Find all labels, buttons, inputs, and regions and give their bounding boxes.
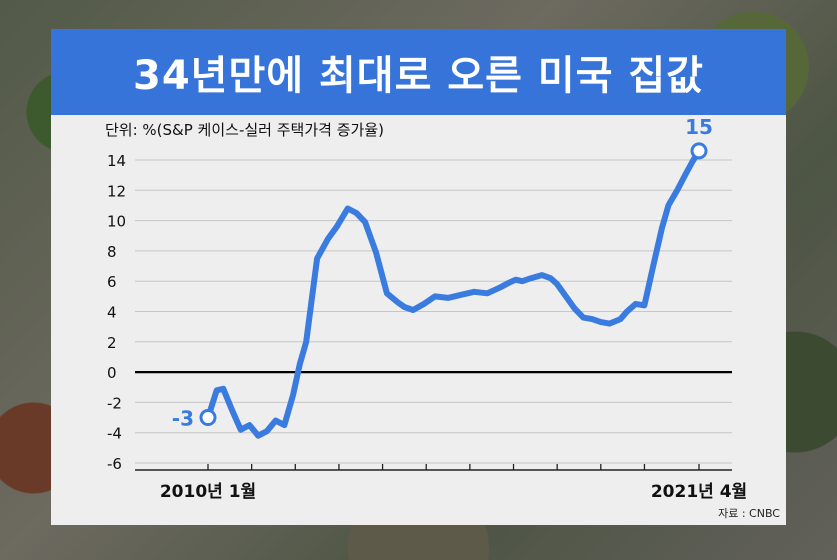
y-tick-label: 10: [107, 213, 126, 231]
x-tick-label: 2010년 1월: [160, 482, 256, 502]
chart-panel: 34년만에 최대로 오른 미국 집값 단위: %(S&P 케이스-실러 주택가격…: [51, 29, 786, 525]
source-label: 자료 : CNBC: [718, 507, 780, 520]
endpoint-marker: [690, 142, 708, 160]
y-tick-label: 2: [107, 334, 117, 352]
y-tick-label: -6: [107, 455, 122, 473]
endpoint-marker: [199, 409, 217, 427]
y-tick-label: 14: [107, 152, 126, 170]
y-tick-label: 0: [107, 364, 117, 382]
y-tick-label: 12: [107, 182, 126, 200]
y-tick-label: 4: [107, 304, 117, 322]
y-tick-label: 8: [107, 243, 117, 261]
unit-label: 단위: %(S&P 케이스-실러 주택가격 증가율): [105, 121, 384, 139]
series-line: [205, 147, 702, 439]
chart-title: 34년만에 최대로 오른 미국 집값: [133, 53, 704, 99]
y-tick-label: 6: [107, 273, 117, 291]
y-tick-label: -2: [107, 394, 122, 412]
data-label: -3: [172, 407, 194, 431]
data-label: 15: [685, 115, 713, 139]
x-tick-label: 2021년 4월: [651, 482, 747, 502]
title-bar: 34년만에 최대로 오른 미국 집값: [51, 29, 786, 115]
y-tick-label: -4: [107, 425, 122, 443]
